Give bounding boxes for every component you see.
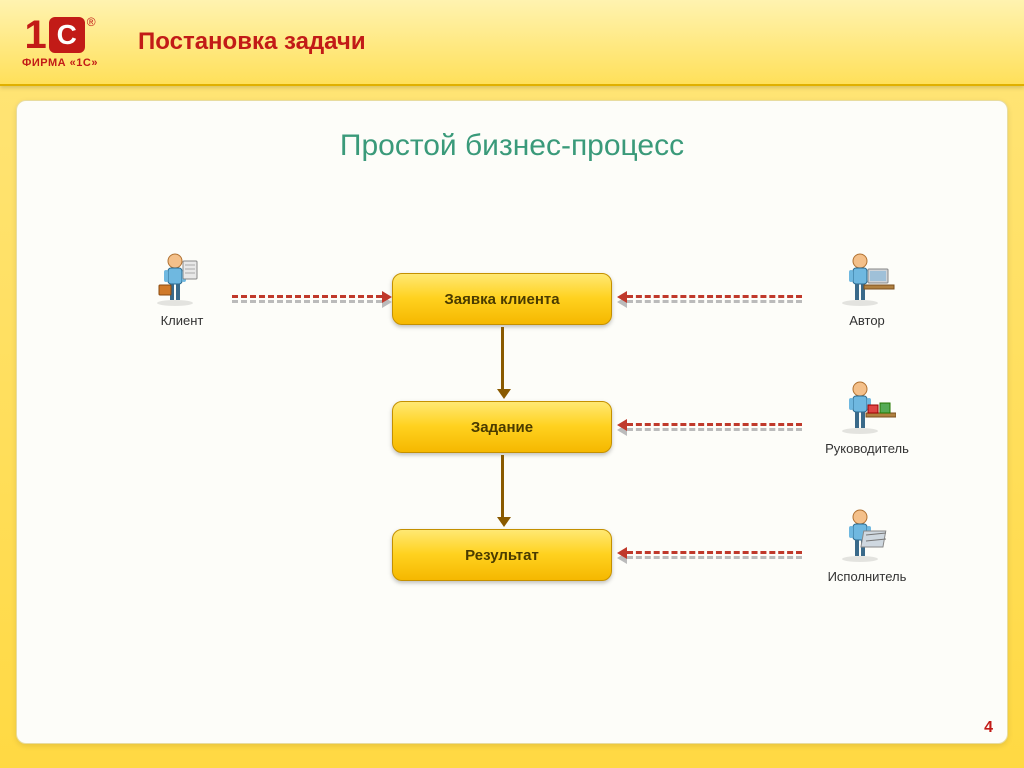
page-title: Постановка задачи xyxy=(138,28,366,56)
flow-arrow xyxy=(501,327,504,389)
person-desk-icon xyxy=(807,379,927,435)
logo-registered-icon: ® xyxy=(87,15,96,29)
person-computer-icon xyxy=(807,251,927,307)
dashed-arrow xyxy=(627,300,802,303)
dashed-arrow xyxy=(627,556,802,559)
slide-header: 1 С ® ФИРМА «1С» Постановка задачи xyxy=(0,0,1024,86)
flow-node-task: Задание xyxy=(392,401,612,453)
logo-mark-1: 1 xyxy=(24,15,46,55)
actor-client: Клиент xyxy=(122,251,242,328)
actor-manager: Руководитель xyxy=(807,379,927,456)
diagram-title: Простой бизнес-процесс xyxy=(17,101,1007,163)
dashed-arrow xyxy=(627,295,802,298)
dashed-arrow xyxy=(232,295,382,298)
logo-1c: 1 С ® ФИРМА «1С» xyxy=(0,0,120,85)
flowchart-diagram: Заявка клиента Задание Результат Клиент Авто… xyxy=(17,163,1007,723)
dashed-arrow xyxy=(232,300,382,303)
dashed-arrow xyxy=(627,423,802,426)
actor-executor: Исполнитель xyxy=(807,507,927,584)
flow-node-result: Результат xyxy=(392,529,612,581)
dashed-arrow xyxy=(627,428,802,431)
person-drawing-icon xyxy=(807,507,927,563)
slide: 1 С ® ФИРМА «1С» Постановка задачи Прост… xyxy=(0,0,1024,768)
actor-label: Автор xyxy=(807,313,927,328)
actor-author: Автор xyxy=(807,251,927,328)
actor-label: Клиент xyxy=(122,313,242,328)
actor-label: Руководитель xyxy=(807,441,927,456)
logo-mark-c: С xyxy=(49,17,85,53)
flow-node-request: Заявка клиента xyxy=(392,273,612,325)
dashed-arrow xyxy=(627,551,802,554)
content-panel: Простой бизнес-процесс Заявка клиента Зад… xyxy=(16,100,1008,744)
flow-arrow xyxy=(501,455,504,517)
actor-label: Исполнитель xyxy=(807,569,927,584)
person-briefcase-icon xyxy=(122,251,242,307)
logo-company-name: ФИРМА «1С» xyxy=(22,57,98,69)
page-number: 4 xyxy=(984,719,993,737)
